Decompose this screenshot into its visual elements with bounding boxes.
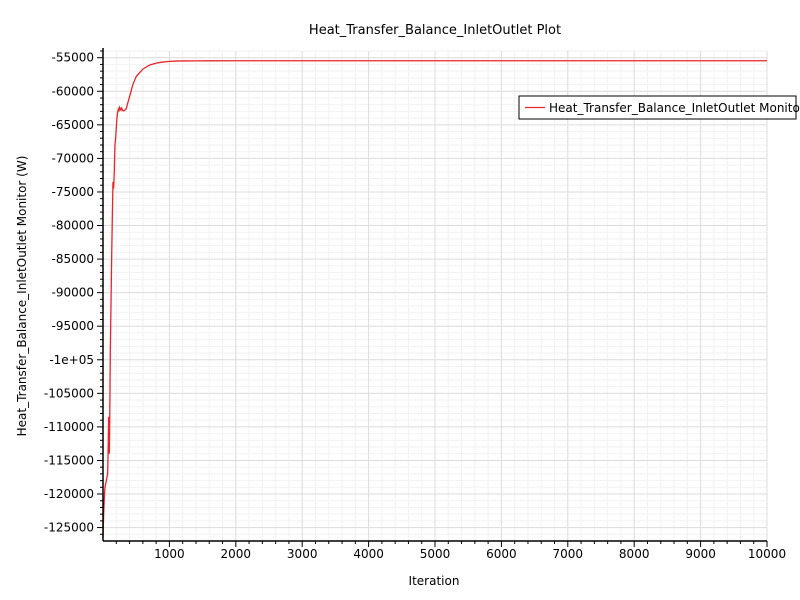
y-tick-label: -120000 [44, 487, 94, 501]
legend-box [518, 95, 797, 120]
x-ticks: 1000 2000 3000 4000 5000 6000 7000 8000 9000 1000… [115, 541, 786, 561]
series-line-heat-transfer [102, 60, 767, 538]
y-tick-label: -105000 [44, 386, 94, 400]
y-tick-label: -110000 [44, 420, 94, 434]
x-tick-label: 3000 [287, 547, 318, 561]
x-tick-label: 9000 [685, 547, 716, 561]
grid [103, 50, 768, 541]
y-tick-label: -95000 [51, 319, 94, 333]
y-ticks: -55000 -60000 -65000 -70000 -75000 -80000 -850… [44, 50, 103, 535]
y-tick-label: -70000 [51, 151, 94, 165]
y-tick-label: -80000 [51, 219, 94, 233]
y-tick-label: -1e+05 [49, 353, 94, 367]
y-tick-label: -60000 [51, 84, 94, 98]
x-tick-label: 2000 [221, 547, 252, 561]
y-axis-label: Heat_Transfer_Balance_InletOutlet Monito… [15, 156, 29, 437]
x-axis-label: Iteration [409, 574, 460, 588]
y-tick-label: -90000 [51, 286, 94, 300]
y-tick-label: -55000 [51, 51, 94, 65]
y-tick-label: -85000 [51, 252, 94, 266]
y-tick-label: -125000 [44, 521, 94, 535]
x-tick-label: 7000 [553, 547, 584, 561]
y-tick-label: -75000 [51, 185, 94, 199]
x-tick-label: 6000 [486, 547, 517, 561]
x-tick-label: 1000 [154, 547, 185, 561]
x-tick-label: 4000 [353, 547, 384, 561]
x-tick-label: 8000 [619, 547, 650, 561]
legend-label: Heat_Transfer_Balance_InletOutlet Monito… [549, 101, 800, 115]
x-tick-label: 10000 [748, 547, 786, 561]
x-tick-label: 5000 [420, 547, 451, 561]
y-tick-label: -115000 [44, 453, 94, 467]
chart-title: Heat_Transfer_Balance_InletOutlet Plot [309, 23, 561, 38]
y-tick-label: -65000 [51, 118, 94, 132]
legend: Heat_Transfer_Balance_InletOutlet Monito… [518, 95, 800, 120]
